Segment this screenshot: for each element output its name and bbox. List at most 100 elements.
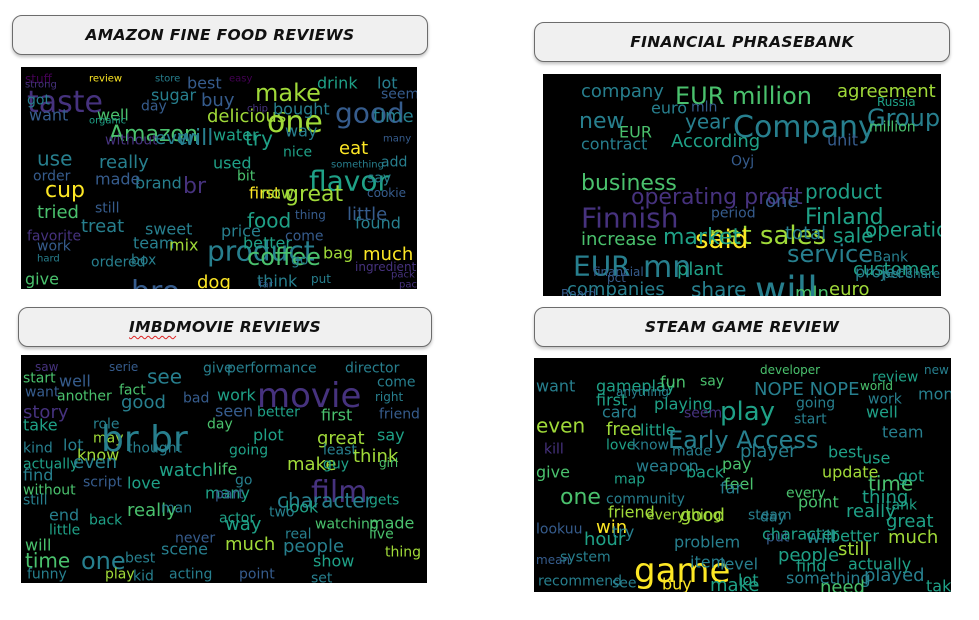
word: food [247,209,291,233]
word: sweet [145,219,192,238]
word: box [131,253,156,269]
word: every [786,486,826,502]
word: little [347,204,387,225]
word: may [93,431,124,447]
word: without [105,133,158,149]
word: market [663,225,741,250]
word: give [203,361,233,377]
word: time [373,106,414,127]
word: new [924,363,949,377]
word: mix [169,235,199,254]
word: world [860,379,893,393]
word: mln [795,283,829,296]
word: know [77,445,119,464]
title-financial-text: FINANCIAL PHRASEBANK [630,33,854,51]
word: business [581,171,677,196]
word: little [640,420,676,439]
word: review [89,74,122,85]
word: drink [317,73,358,92]
word: lot [738,570,759,589]
word: start [23,371,56,387]
word: anything [616,385,669,399]
word: better [243,233,292,252]
word: brand [135,173,182,192]
word: day [760,510,786,526]
word: better [830,526,879,545]
word: gets [369,493,399,509]
word: According [671,131,760,152]
word: watching [315,517,379,533]
word: work [868,392,903,408]
word: companies [567,279,665,296]
word: well [97,105,129,124]
word: director [345,361,400,377]
word: update [822,462,878,481]
word: card [602,402,637,421]
word: made [672,444,712,460]
word: per share [883,267,940,281]
word: least [323,443,357,459]
word: actually [848,554,911,573]
word: fact [119,383,146,399]
word: pack [391,270,415,281]
title-imdb: IMBD MOVIE REVIEWS [18,307,432,347]
word: set [311,571,333,583]
word: strong [25,80,57,91]
word: organic [89,116,126,127]
word: lot [377,73,398,92]
word: far [720,478,742,497]
word: fun [660,372,686,391]
word: love [606,438,635,454]
word: give [25,269,59,288]
word: weapon [636,456,699,475]
word: kind [23,441,53,457]
word: many [383,134,411,145]
word: best [828,442,863,461]
word: need [820,577,865,592]
word: bit [237,169,256,185]
word: much [363,244,413,265]
word: unit [827,130,858,149]
word: pct [607,271,626,285]
word: eat [339,138,368,159]
word: great [285,182,344,207]
word: two [269,505,295,521]
word: film [311,475,367,510]
word: better [257,405,300,421]
word: watch [159,460,213,481]
word: first [321,405,352,424]
word: operating profit [631,185,803,210]
word: without [23,483,76,499]
word: take [23,415,58,434]
word: store [155,74,180,85]
word: thing [295,208,326,222]
title-financial: FINANCIAL PHRASEBANK [534,22,950,62]
word: order [33,169,71,185]
word: something [331,160,384,171]
word: got [898,466,924,485]
word: plot [253,425,284,444]
word: play [720,397,775,427]
word: come [377,375,416,391]
word: way [225,514,262,535]
word: mln [691,100,717,116]
word: look [285,497,319,516]
word: Bank [873,250,909,266]
word: see [612,576,637,592]
word: right [375,390,403,404]
word: total [785,223,826,244]
word: bag [323,243,353,262]
title-steam: STEAM GAME REVIEW [534,307,950,347]
word: much [225,534,275,555]
word: first [249,183,280,202]
word: tried [37,202,79,223]
word: developer [760,363,820,377]
word: make [287,454,336,475]
title-amazon-text: AMAZON FINE FOOD REVIEWS [85,26,355,44]
word: people [283,536,344,557]
word: go [291,253,308,269]
word: want [25,385,60,401]
word: br br [101,419,188,460]
word: said [695,225,748,255]
